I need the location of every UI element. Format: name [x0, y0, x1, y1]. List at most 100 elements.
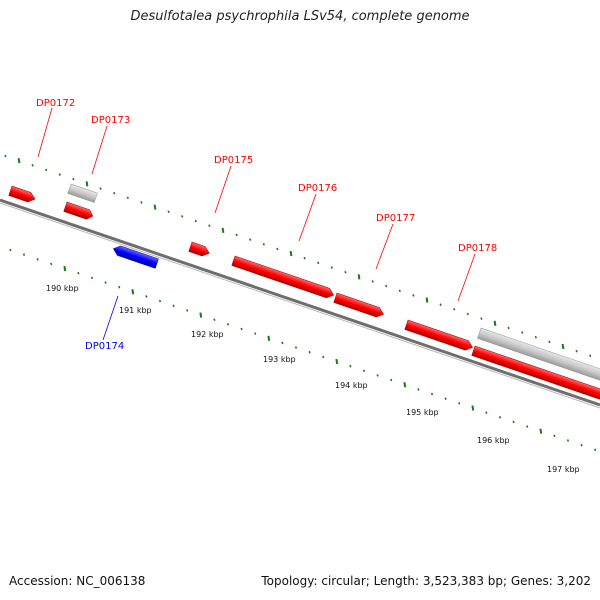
minor-tick	[362, 369, 366, 373]
gene-feature[interactable]	[8, 185, 37, 204]
minor-tick	[104, 281, 107, 284]
minor-tick	[167, 210, 170, 214]
minor-tick	[254, 332, 257, 335]
minor-tick	[390, 378, 393, 382]
minor-tick	[113, 191, 116, 195]
minor-tick	[249, 238, 252, 241]
minor-tick	[208, 224, 211, 227]
gene-feature[interactable]	[471, 345, 600, 401]
gene-labels: DP0172 DP0173 DP0174 DP0175 DP0176 DP017…	[36, 98, 497, 352]
kbp-label: 196 kbp	[477, 436, 510, 445]
minor-tick	[330, 266, 333, 269]
minor-tick	[512, 420, 515, 424]
minor-tick	[594, 448, 597, 452]
gene-feature-other[interactable]	[477, 327, 600, 383]
gene-feature-other[interactable]	[67, 183, 98, 203]
minor-tick	[213, 318, 216, 321]
reverse-tick-row	[9, 248, 597, 452]
major-tick	[493, 320, 497, 326]
minor-tick	[412, 294, 415, 297]
gene-feature[interactable]	[404, 319, 474, 352]
minor-tick	[240, 327, 243, 331]
gene-feature[interactable]	[63, 201, 95, 221]
gene-label-lines	[37, 107, 476, 341]
minor-tick	[417, 388, 420, 391]
gene-feature[interactable]	[231, 255, 336, 300]
minor-tick	[281, 341, 284, 345]
minor-tick	[262, 242, 265, 246]
minor-tick	[344, 270, 347, 274]
kbp-label: 190 kbp	[46, 284, 79, 293]
major-tick	[199, 312, 203, 318]
major-tick	[357, 274, 361, 280]
major-tick	[403, 382, 407, 388]
major-tick	[561, 343, 565, 350]
genome-summary-text: Topology: circular; Length: 3,523,383 bp…	[261, 574, 591, 588]
minor-tick	[521, 331, 524, 334]
minor-tick	[31, 163, 34, 167]
minor-tick	[398, 289, 401, 293]
minor-tick	[181, 215, 184, 218]
minor-tick	[439, 303, 442, 306]
minor-tick	[294, 346, 298, 349]
gene-feature[interactable]	[188, 241, 211, 258]
gene-features	[8, 183, 600, 401]
minor-tick	[317, 261, 320, 265]
gene-label[interactable]: DP0172	[36, 98, 75, 109]
minor-tick	[126, 196, 129, 200]
minor-tick	[580, 443, 583, 447]
minor-tick	[58, 173, 61, 176]
gene-label[interactable]: DP0178	[458, 243, 497, 254]
minor-tick	[349, 364, 352, 368]
minor-tick	[186, 309, 189, 312]
minor-tick	[553, 434, 556, 438]
minor-tick	[140, 201, 143, 204]
minor-tick	[575, 349, 578, 353]
kbp-label: 191 kbp	[119, 306, 152, 315]
accession-text: Accession: NC_006138	[9, 574, 146, 588]
kbp-label: 194 kbp	[335, 381, 368, 390]
minor-tick	[548, 340, 551, 344]
gene-label[interactable]: DP0173	[91, 115, 130, 126]
minor-tick	[526, 425, 529, 428]
minor-tick	[507, 326, 510, 330]
gene-label[interactable]: DP0176	[298, 183, 337, 194]
minor-tick	[385, 284, 388, 288]
minor-tick	[589, 354, 592, 358]
minor-tick	[72, 177, 75, 181]
minor-tick	[534, 335, 537, 339]
minor-tick	[376, 374, 379, 377]
forward-tick-row	[4, 154, 592, 358]
minor-tick	[99, 187, 102, 190]
minor-tick	[158, 299, 162, 303]
minor-tick	[466, 312, 469, 316]
major-tick	[539, 428, 543, 434]
gene-label[interactable]: DP0177	[376, 213, 415, 224]
minor-tick	[303, 256, 306, 260]
minor-tick	[22, 253, 26, 256]
minor-tick	[371, 280, 374, 283]
major-tick	[267, 335, 271, 341]
major-tick	[63, 265, 67, 272]
minor-tick	[458, 402, 461, 405]
minor-tick	[77, 271, 80, 275]
minor-tick	[566, 439, 570, 442]
minor-tick	[430, 392, 434, 396]
major-tick	[131, 289, 135, 295]
major-tick	[153, 204, 157, 210]
gene-label[interactable]: DP0175	[214, 155, 253, 166]
minor-tick	[45, 168, 48, 172]
minor-tick	[226, 323, 230, 326]
gene-label[interactable]: DP0174	[85, 341, 124, 352]
major-tick	[85, 181, 89, 187]
gene-feature-reverse[interactable]	[112, 244, 159, 269]
minor-tick	[276, 247, 279, 251]
kbp-label: 193 kbp	[263, 355, 296, 364]
minor-tick	[453, 308, 456, 311]
minor-tick	[90, 276, 94, 280]
minor-tick	[145, 295, 148, 298]
gene-feature[interactable]	[333, 292, 385, 319]
major-tick	[425, 297, 429, 303]
minor-tick	[4, 154, 7, 158]
